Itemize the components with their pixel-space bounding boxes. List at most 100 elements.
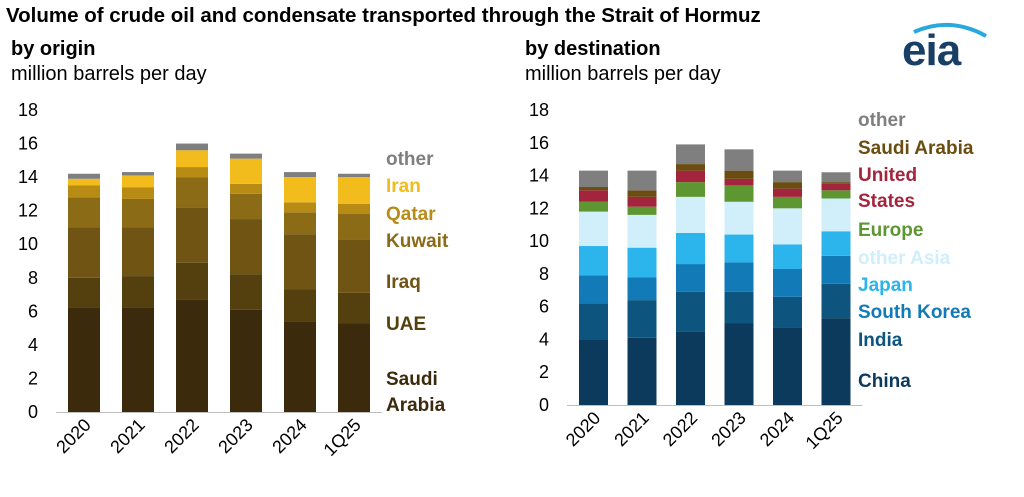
origin-bar-other-2024 bbox=[284, 172, 316, 178]
origin-bar-other-2021 bbox=[122, 172, 154, 176]
origin-bar-iran-2021 bbox=[122, 175, 154, 188]
destination-series-label-other: other bbox=[858, 110, 906, 131]
destination-bar-other-asia-2020 bbox=[579, 211, 608, 247]
destination-bar-china-2020 bbox=[579, 339, 608, 405]
origin-ytick-label: 8 bbox=[28, 268, 38, 288]
origin-bar-iraq-2021 bbox=[122, 227, 154, 277]
origin-ytick-label: 2 bbox=[28, 368, 38, 388]
destination-bar-japan-2023 bbox=[724, 234, 754, 263]
origin-bar-saudi-arabia-1q25 bbox=[338, 323, 370, 412]
origin-bar-iran-2023 bbox=[230, 158, 262, 184]
right-panel-unit: million barrels per day bbox=[525, 63, 721, 85]
destination-bar-united-states-2022 bbox=[676, 170, 705, 183]
destination-series-label-united-states: United States bbox=[858, 165, 917, 212]
origin-bar-iran-2022 bbox=[176, 150, 208, 168]
origin-bar-other-1q25 bbox=[338, 173, 370, 178]
origin-bar-other-2023 bbox=[230, 153, 262, 159]
origin-bar-kuwait-2020 bbox=[68, 197, 100, 228]
origin-bar-uae-2023 bbox=[230, 274, 262, 310]
destination-bar-europe-2021 bbox=[627, 206, 657, 215]
destination-ytick-label: 10 bbox=[529, 231, 549, 251]
origin-ytick-label: 12 bbox=[18, 201, 38, 221]
destination-bar-other-1q25 bbox=[821, 172, 851, 183]
origin-bar-iran-2020 bbox=[68, 178, 100, 186]
eia-logo: eia bbox=[900, 22, 1000, 75]
destination-bar-saudi-arabia-1q25 bbox=[821, 182, 851, 184]
origin-bar-kuwait-1q25 bbox=[338, 214, 370, 240]
origin-series-label-iran: Iran bbox=[386, 176, 421, 197]
destination-series-label-india: India bbox=[858, 330, 903, 351]
origin-bar-qatar-2023 bbox=[230, 183, 262, 194]
destination-bar-south-korea-2023 bbox=[724, 262, 754, 292]
origin-bar-iran-2024 bbox=[284, 177, 316, 203]
origin-bar-saudi-arabia-2022 bbox=[176, 299, 208, 412]
destination-series-label-europe: Europe bbox=[858, 220, 923, 241]
destination-xtick-label: 2022 bbox=[659, 408, 701, 450]
origin-bar-kuwait-2022 bbox=[176, 177, 208, 208]
destination-bar-south-korea-2024 bbox=[773, 268, 802, 297]
destination-xtick-label: 2021 bbox=[610, 408, 652, 450]
origin-xtick-label: 2023 bbox=[214, 415, 256, 457]
destination-bar-china-1q25 bbox=[821, 318, 851, 405]
destination-bar-europe-2022 bbox=[676, 182, 705, 197]
destination-bar-india-2020 bbox=[579, 303, 608, 340]
destination-bar-india-2022 bbox=[676, 291, 705, 332]
origin-bar-saudi-arabia-2020 bbox=[68, 307, 100, 412]
destination-series-label-china: China bbox=[858, 371, 911, 392]
destination-bar-china-2023 bbox=[724, 323, 754, 405]
destination-bar-other-2020 bbox=[579, 170, 608, 188]
destination-bar-europe-2024 bbox=[773, 196, 802, 209]
destination-chart: 0 2 4 6 8 10 12 14 16 18 2020 2021 2022 2023 2024 1Q25 C… bbox=[529, 100, 974, 453]
origin-ytick-label: 0 bbox=[28, 402, 38, 422]
origin-series-label-other: other bbox=[386, 149, 434, 170]
destination-bar-india-2024 bbox=[773, 296, 802, 328]
destination-ytick-label: 2 bbox=[539, 362, 549, 382]
destination-bar-south-korea-2020 bbox=[579, 275, 608, 304]
destination-bar-other-asia-2024 bbox=[773, 208, 802, 245]
origin-bar-other-2022 bbox=[176, 143, 208, 151]
origin-xtick-label: 1Q25 bbox=[320, 415, 365, 460]
origin-bar-qatar-2024 bbox=[284, 202, 316, 213]
origin-bar-qatar-2020 bbox=[68, 185, 100, 198]
origin-bar-kuwait-2024 bbox=[284, 212, 316, 235]
origin-chart: 0 2 4 6 8 10 12 14 16 18 2020 2021 2022 2023 2024 1Q25 S… bbox=[18, 100, 449, 460]
destination-bar-other-asia-2023 bbox=[724, 201, 754, 235]
destination-bar-saudi-arabia-2022 bbox=[676, 164, 705, 171]
origin-xtick-label: 2020 bbox=[52, 415, 94, 457]
origin-series-label-kuwait: Kuwait bbox=[386, 231, 449, 252]
destination-bar-europe-2020 bbox=[579, 201, 608, 212]
origin-bar-uae-1q25 bbox=[338, 292, 370, 324]
destination-bar-saudi-arabia-2020 bbox=[579, 187, 608, 191]
destination-bar-japan-1q25 bbox=[821, 231, 851, 256]
destination-series-label-japan: Japan bbox=[858, 275, 913, 296]
origin-bar-saudi-arabia-2023 bbox=[230, 309, 262, 412]
destination-bar-saudi-arabia-2023 bbox=[724, 170, 754, 179]
left-panel-unit: million barrels per day bbox=[11, 63, 207, 85]
origin-bar-uae-2020 bbox=[68, 277, 100, 308]
destination-xtick-label: 2020 bbox=[562, 408, 604, 450]
destination-xtick-label: 1Q25 bbox=[802, 408, 847, 453]
destination-ytick-label: 18 bbox=[529, 100, 549, 120]
destination-bar-other-2023 bbox=[724, 149, 754, 171]
destination-bar-south-korea-2022 bbox=[676, 264, 705, 292]
destination-ytick-label: 6 bbox=[539, 297, 549, 317]
origin-bar-saudi-arabia-2021 bbox=[122, 307, 154, 412]
destination-bar-other-2024 bbox=[773, 170, 802, 183]
destination-bar-other-asia-1q25 bbox=[821, 198, 851, 232]
origin-ytick-label: 6 bbox=[28, 301, 38, 321]
origin-xtick-label: 2021 bbox=[106, 415, 148, 457]
origin-ytick-label: 14 bbox=[18, 167, 38, 187]
origin-bar-iraq-2022 bbox=[176, 207, 208, 263]
destination-ytick-label: 14 bbox=[529, 166, 549, 186]
destination-series-label-saudi-arabia: Saudi Arabia bbox=[858, 138, 974, 159]
destination-bar-india-2021 bbox=[627, 300, 657, 338]
destination-bar-china-2022 bbox=[676, 331, 705, 405]
origin-bar-uae-2021 bbox=[122, 276, 154, 308]
destination-ytick-label: 4 bbox=[539, 329, 549, 349]
eia-logo-swoosh bbox=[913, 22, 987, 38]
destination-bar-other-asia-2022 bbox=[676, 196, 705, 233]
origin-bar-kuwait-2021 bbox=[122, 198, 154, 228]
destination-bar-other-2022 bbox=[676, 144, 705, 165]
destination-xtick-label: 2024 bbox=[756, 408, 798, 450]
origin-ytick-label: 10 bbox=[18, 234, 38, 254]
